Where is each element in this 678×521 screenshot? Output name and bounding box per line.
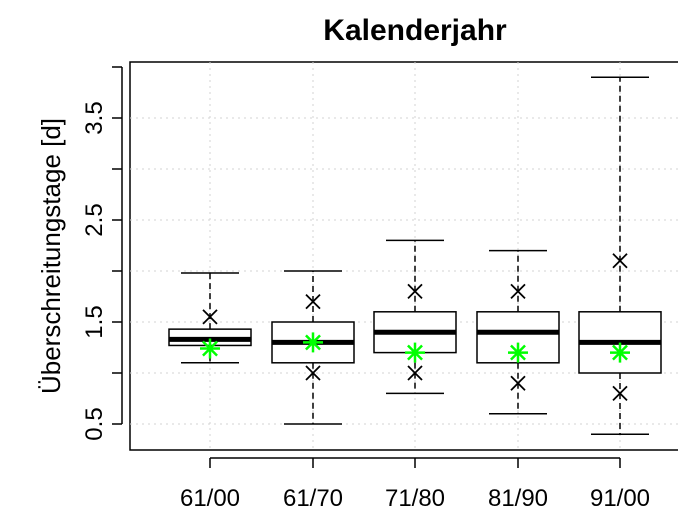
x-tick-label: 81/90 — [488, 485, 548, 512]
y-tick-label: 2.5 — [81, 203, 108, 236]
lower-cross — [612, 385, 628, 402]
upper-cross — [202, 309, 218, 325]
mean-marker — [508, 342, 528, 363]
upper-cross — [407, 283, 423, 300]
boxes — [168, 76, 662, 435]
lower-cross — [407, 365, 423, 381]
y-tick-label: 0.5 — [81, 407, 108, 440]
box-61/00 — [168, 272, 252, 364]
lower-cross — [305, 365, 321, 381]
y-axis-label: Überschreitungstage [d] — [36, 118, 66, 394]
chart-title: Kalenderjahr — [323, 14, 507, 47]
upper-cross — [510, 283, 526, 300]
mean-marker — [200, 338, 220, 359]
x-axis: 61/00 61/70 71/80 81/90 91/00 — [180, 457, 650, 512]
upper-cross — [305, 293, 321, 310]
x-tick-label: 61/70 — [283, 485, 343, 512]
mean-marker — [303, 332, 323, 353]
x-tick-label: 91/00 — [590, 485, 650, 512]
mean-marker — [610, 342, 630, 363]
box-61/70 — [271, 270, 355, 425]
box-91/00 — [578, 76, 662, 435]
y-axis: 0.5 1.5 2.5 3.5 — [81, 66, 123, 441]
y-tick-label: 3.5 — [81, 101, 108, 134]
grid — [130, 62, 678, 450]
plot-frame — [129, 61, 678, 451]
lower-cross — [510, 375, 526, 391]
x-tick-label: 61/00 — [180, 485, 240, 512]
box-81/90 — [476, 249, 560, 415]
upper-cross — [612, 253, 628, 269]
y-tick-label: 1.5 — [81, 305, 108, 338]
box-71/80 — [373, 239, 457, 395]
x-tick-label: 71/80 — [385, 485, 445, 512]
mean-marker — [405, 342, 425, 363]
